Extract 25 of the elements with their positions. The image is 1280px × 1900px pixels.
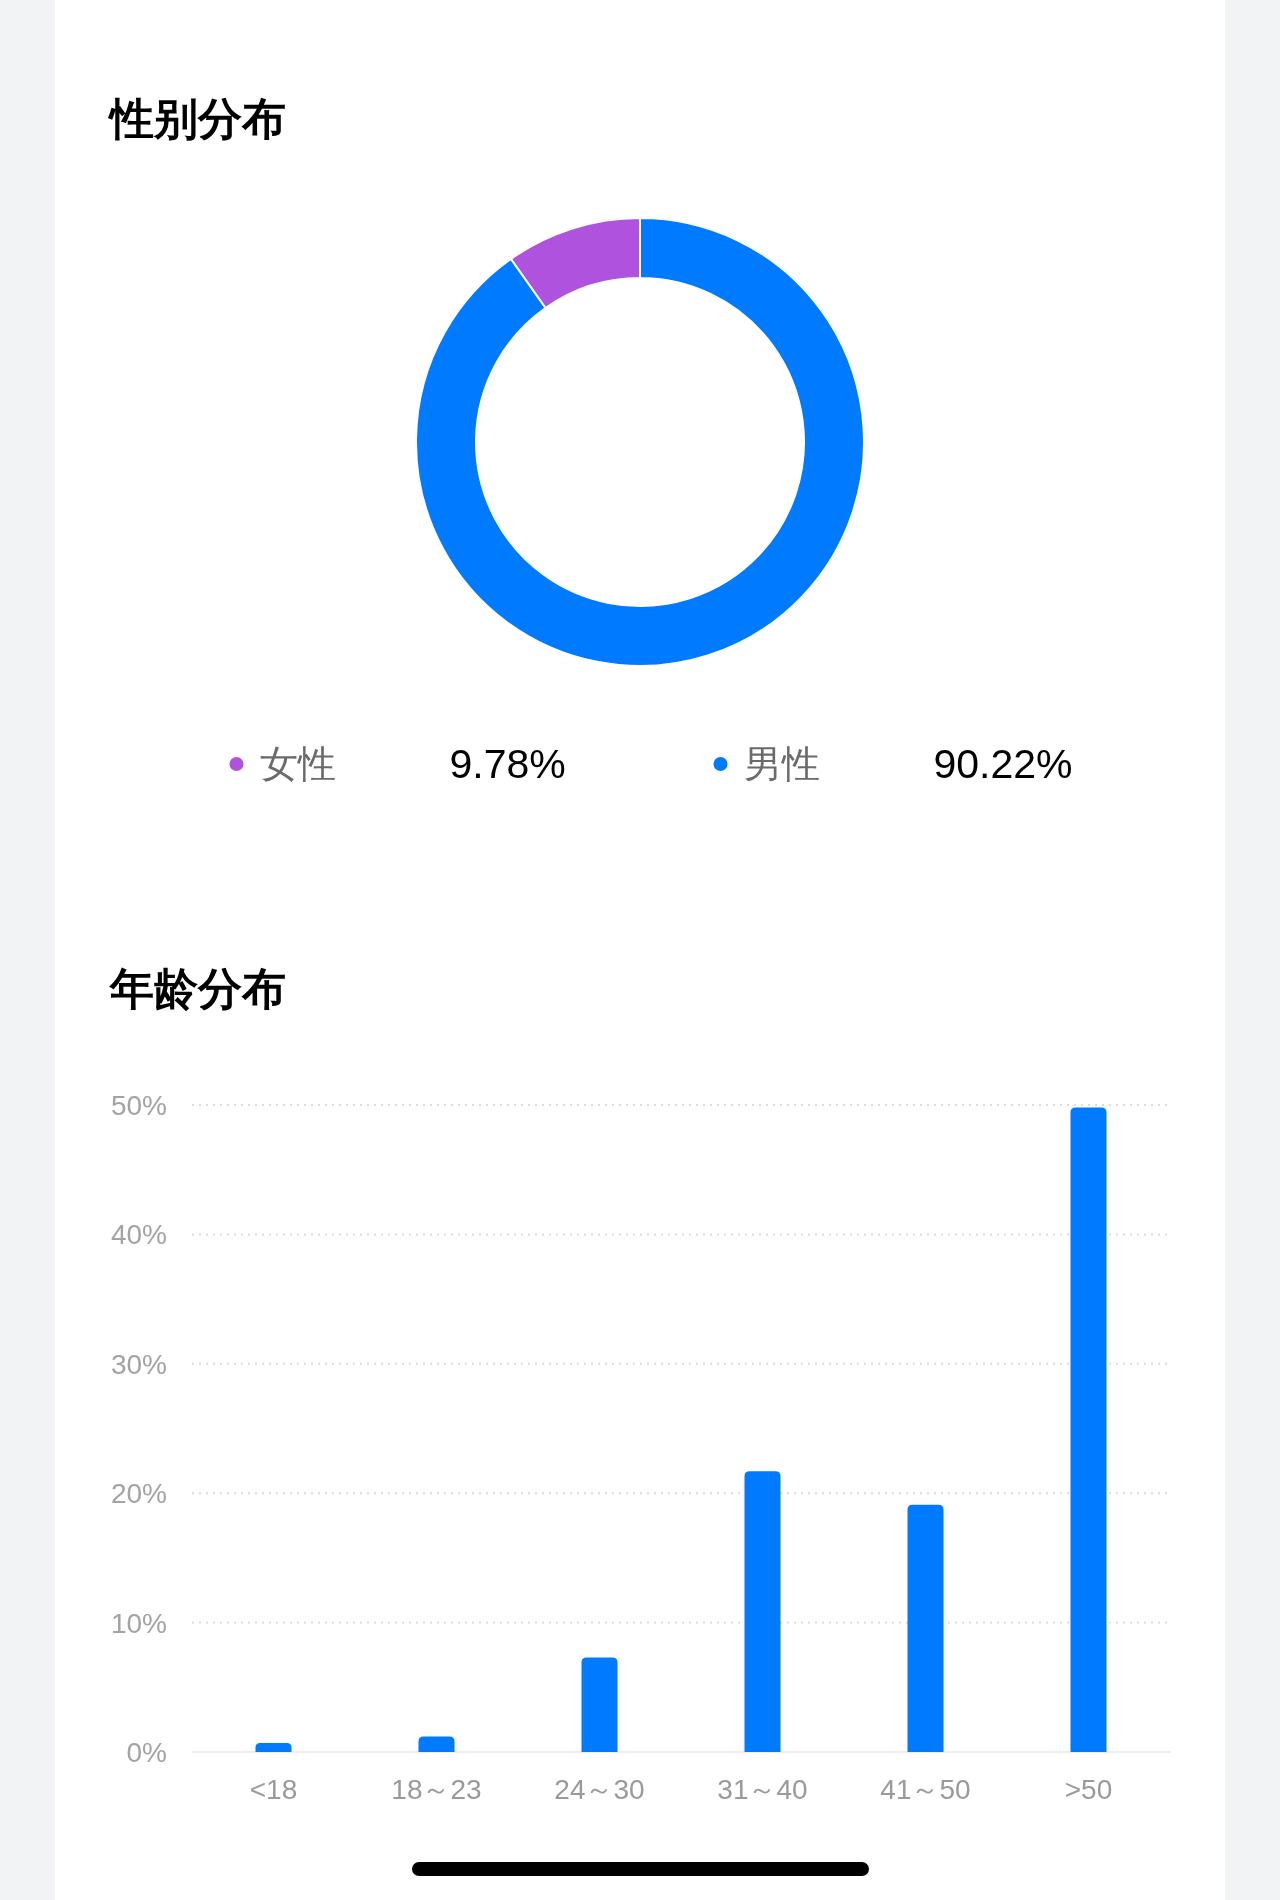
y-tick-label: 40%	[110, 1219, 167, 1251]
chart-title: 性别分布	[107, 94, 286, 143]
x-tick-label: 41～50	[880, 1774, 971, 1805]
y-tick-label: 10%	[110, 1607, 167, 1639]
y-tick-label: 0%	[126, 1737, 167, 1768]
x-tick-label: 24～30	[554, 1774, 645, 1805]
bar	[255, 1742, 292, 1752]
legend-label: 男性	[743, 743, 820, 785]
x-tick-label: >50	[1064, 1774, 1113, 1805]
x-tick-label: <18	[249, 1774, 298, 1805]
data-label: 90.22%	[933, 741, 1073, 787]
x-tick-label: 31～40	[717, 1774, 808, 1805]
bar	[1070, 1107, 1107, 1752]
bar	[907, 1504, 944, 1752]
x-tick-label: 18～23	[391, 1774, 482, 1805]
y-tick-label: 20%	[110, 1478, 167, 1510]
legend-label: 女性	[259, 743, 336, 785]
chart-title: 年龄分布	[109, 964, 286, 1013]
bar	[418, 1736, 455, 1752]
y-tick-label: 30%	[110, 1348, 167, 1380]
data-label: 9.78%	[449, 741, 566, 787]
bar	[744, 1471, 781, 1752]
y-tick-label: 50%	[110, 1090, 167, 1121]
bar	[581, 1657, 618, 1752]
donut-slice	[415, 217, 865, 667]
